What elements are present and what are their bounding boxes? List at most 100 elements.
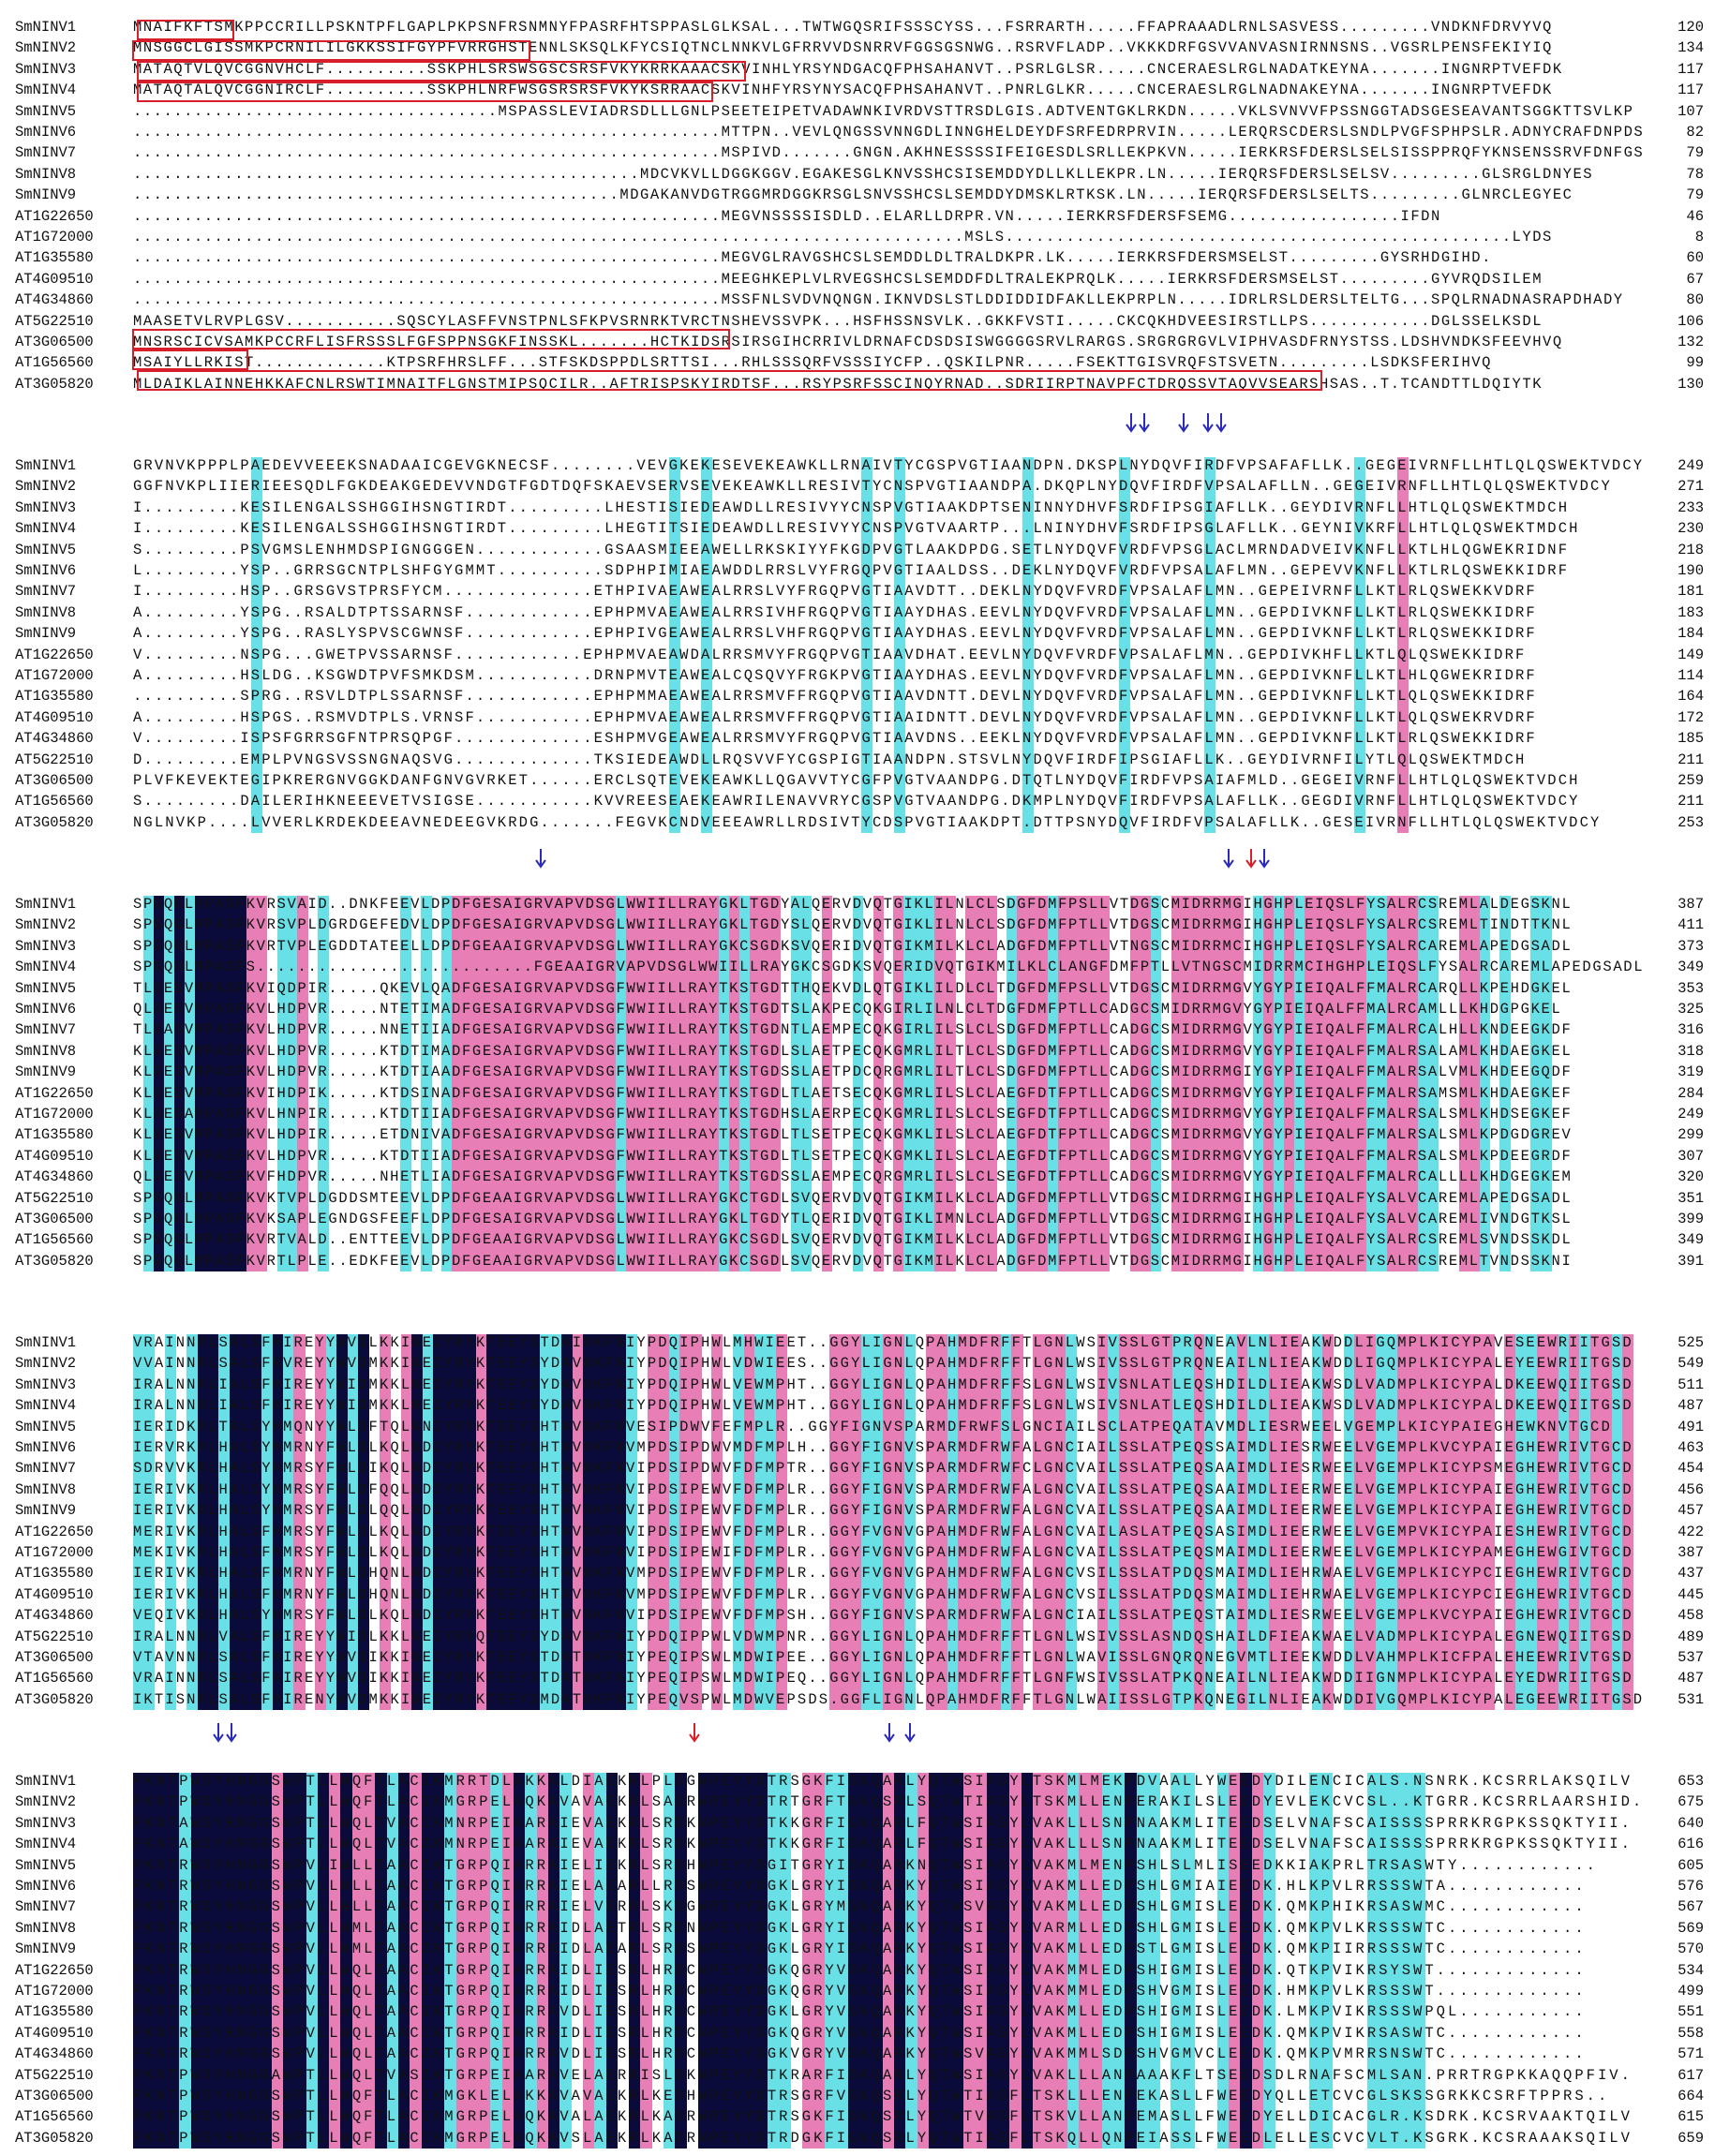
conserved-column: [1043, 1334, 1055, 1711]
conserved-column: [947, 1334, 959, 1711]
conserved-column: [490, 1773, 503, 2149]
residue-position: 616: [1678, 1836, 1704, 1853]
conserved-column: [936, 1334, 948, 1711]
conserved-column: [1088, 896, 1100, 1272]
conserved-column: [754, 1334, 767, 1711]
conserved-column: [594, 1773, 607, 2149]
residue-position: 60: [1686, 249, 1704, 267]
sequence-name: SmNINV3: [15, 60, 77, 78]
alignment-row: SmNINV4 SPGQGLMPASFS.....................…: [0, 957, 1715, 977]
residue-position: 411: [1678, 916, 1704, 934]
conserved-column: [306, 1773, 319, 2149]
alignment-row: SmNINV1 VRAINNRLSALSFHIREYYWVDLKKINEIYRYK…: [0, 1332, 1715, 1353]
conserved-column: [979, 1334, 992, 1711]
sequence-residues: KLGEGAMPASFKVLHNPIR.....KTDTIIADFGESAIGR…: [133, 1106, 1573, 1123]
conserved-column: [894, 1773, 907, 2149]
conserved-column: [433, 1334, 445, 1711]
residue-position: 422: [1678, 1523, 1704, 1540]
conserved-column: [163, 896, 175, 1272]
alignment-row: AT1G72000 A.........HSLDG..KSGWDTPVFSMKDS…: [0, 665, 1715, 686]
sequence-residues: QLGEGVMPASFKVLHDPVR.....NTETIMADFGESAIGR…: [133, 1001, 1562, 1018]
alignment-row: AT1G72000 PKNTRWSYHNGGSWPVLLWQLTAACIKTGRP…: [0, 1981, 1715, 2001]
conserved-column: [1033, 1334, 1045, 1711]
sequence-name: SmNINV7: [15, 1898, 77, 1916]
conserved-column: [271, 1773, 284, 2149]
alignment-row: AT1G72000...............................…: [0, 227, 1715, 247]
alignment-row: AT5G22510 MAASETVLRVPLGSV...........SQSCY…: [0, 311, 1715, 332]
sequence-residues: IERIDKRLTALSYHMQNYYWLDFTQLNNIYRYKTEEYSHT…: [133, 1418, 1612, 1435]
residue-position: 349: [1678, 959, 1704, 976]
alignment-row: AT1G35580 ..........SPRG..RSVLDTPLSSARNSF…: [0, 686, 1715, 706]
sequence-name: SmNINV4: [15, 1397, 77, 1415]
conserved-column: [1325, 896, 1336, 1272]
sequence-name: AT3G06500: [15, 772, 94, 789]
alignment-row: SmNINV5 S.........PSVGMSLENHMDSPIGNGGGEN.…: [0, 540, 1715, 560]
conserved-column: [315, 1334, 327, 1711]
residue-position: 8: [1694, 229, 1704, 245]
residue-position: 659: [1678, 2129, 1704, 2147]
alignment-row: AT3G05820 MLDAIKLAINNEHKKAFCNLRSWTIMNAITF…: [0, 374, 1715, 394]
conserved-column: [1136, 1773, 1149, 2149]
conserved-column: [572, 1334, 584, 1711]
conservation-shading: [133, 1332, 1644, 1714]
sequence-name: AT3G06500: [15, 1649, 94, 1666]
conserved-column: [1284, 896, 1295, 1272]
conserved-column: [225, 896, 237, 1272]
sequence-residues: PKNTRWSYHNGGSWPVLLWQLTAACIKTGRPQIARRAIDL…: [133, 2024, 1587, 2042]
sequence-residues: PKNTPWSYHNGGSWPTLLWQFTLACIKMRRTDLAKKALDI…: [133, 1773, 1633, 1790]
alignment-row: AT3G05820 SPGQGLMPASFKVRTLPLE..EDKFEEVLDP…: [0, 1251, 1715, 1271]
conserved-column: [1451, 1334, 1463, 1711]
sequence-name: AT3G05820: [15, 375, 94, 393]
conserved-column: [1057, 896, 1069, 1272]
residue-position: 307: [1678, 1147, 1704, 1165]
sequence-name: AT1G72000: [15, 667, 94, 684]
sequence-name: AT5G22510: [15, 751, 94, 768]
conserved-column: [1193, 1334, 1205, 1711]
sequence-residues: IERIVKRLHALSYHMRSYFWLDFQQLNDIYRYKTEEYSHT…: [133, 1480, 1633, 1498]
sequence-residues: IERIVKRLHALSFHMRNYFWLDHQNLNDIYRYKTEEYSHT…: [133, 1585, 1633, 1603]
residue-position: 511: [1678, 1375, 1704, 1393]
conserved-column: [1150, 896, 1162, 1272]
sequence-residues: ....................................MSPA…: [133, 102, 1634, 120]
conserved-column: [235, 896, 247, 1272]
conserved-column: [790, 896, 802, 1272]
alignment-row: SmNINV8.................................…: [0, 164, 1715, 185]
sequence-residues: PKNTRWSYHNGGSWPVLLWMLTAACIKTGRPQIARRAIDL…: [133, 1940, 1587, 1958]
sequence-name: SmNINV8: [15, 1480, 77, 1498]
conserved-column: [1037, 896, 1049, 1272]
conserved-column: [1044, 1773, 1056, 2149]
alignment-row: AT1G56560 SPGQGLMPASFKVRTVALD..ENTTEEVLDP…: [0, 1229, 1715, 1250]
sequence-name: SmNINV6: [15, 124, 77, 141]
alignment-row: SmNINV3 PKNTAWSYHNGGSWPTLLWQLTVACIKMNRPEI…: [0, 1813, 1715, 1834]
sequence-name: AT4G34860: [15, 291, 94, 309]
conserved-column: [293, 1334, 306, 1711]
sequence-name: AT1G56560: [15, 1670, 94, 1688]
residue-position: 181: [1678, 583, 1704, 601]
conserved-column: [1204, 1334, 1216, 1711]
conserved-column: [1171, 896, 1183, 1272]
conserved-column: [554, 896, 566, 1272]
residue-position: 387: [1678, 1544, 1704, 1561]
conserved-column: [1407, 896, 1419, 1272]
sequence-name: SmNINV5: [15, 102, 77, 120]
conserved-column: [755, 1773, 768, 2149]
alignment-row: AT1G72000 MEKIVKRLHALSFHMRSYFWLDLKQLNDIYR…: [0, 1542, 1715, 1563]
conserved-column: [1418, 1334, 1430, 1711]
sequence-name: AT4G09510: [15, 270, 94, 288]
active-site-arrow-icon: [1177, 412, 1190, 433]
sequence-name: AT3G06500: [15, 334, 94, 350]
conserved-column: [201, 1773, 215, 2149]
residue-position: 437: [1678, 1565, 1704, 1583]
conserved-column: [1032, 1773, 1045, 2149]
residue-position: 491: [1678, 1418, 1704, 1435]
conserved-column: [1365, 896, 1378, 1272]
conserved-column: [926, 1334, 938, 1711]
conserved-column: [1322, 1334, 1335, 1711]
conserved-column: [215, 896, 227, 1272]
conserved-column: [564, 896, 576, 1272]
sequence-residues: ........................................…: [133, 124, 1644, 141]
alignment-block: SmNINV1 VRAINNRLSALSFHIREYYWVDLKKINEIYRYK…: [0, 1332, 1715, 1714]
conserved-column: [1401, 1773, 1414, 2149]
conserved-column: [1017, 896, 1028, 1272]
residue-position: 114: [1678, 667, 1704, 684]
